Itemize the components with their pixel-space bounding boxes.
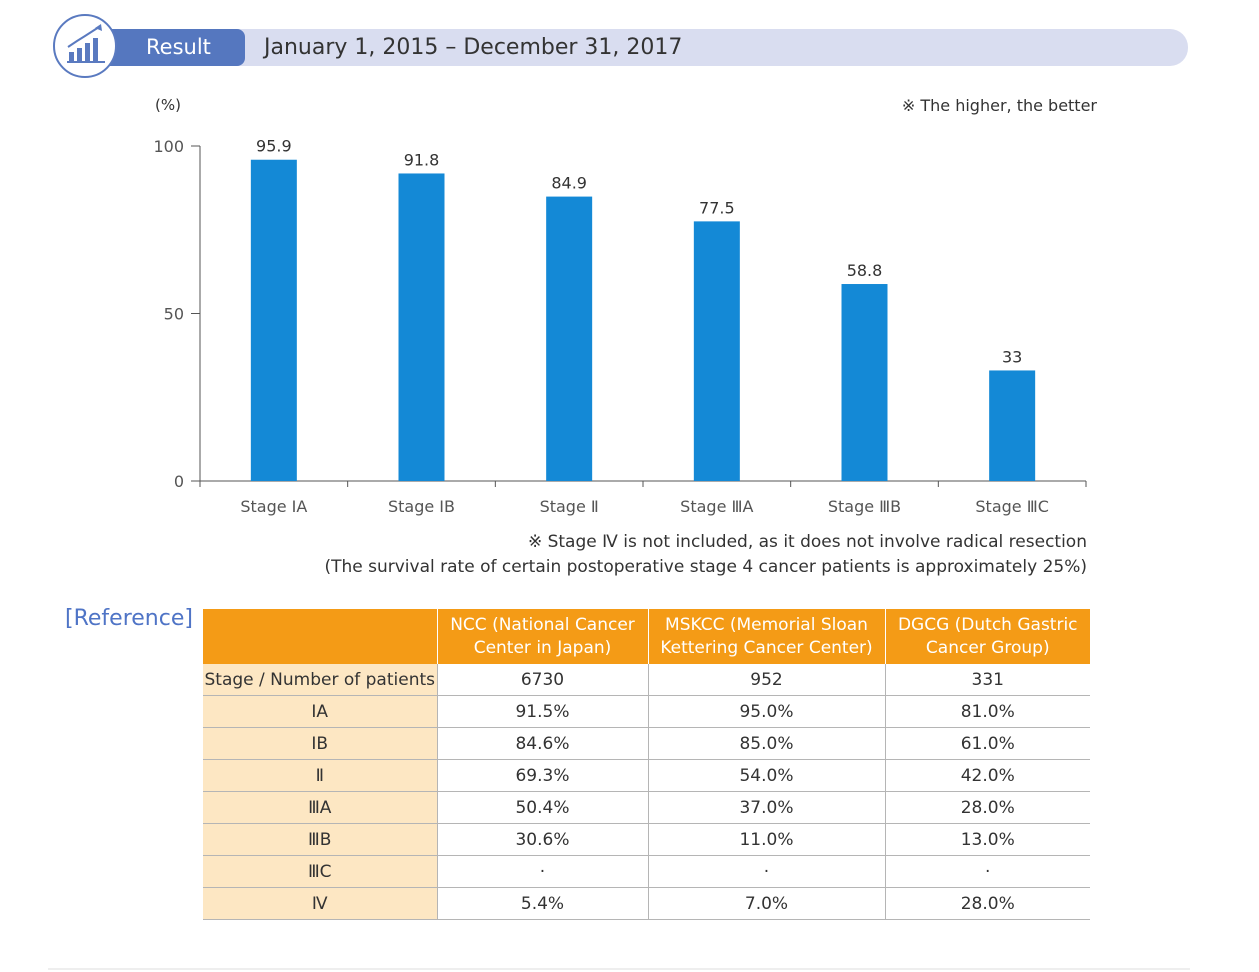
stage-cell: ⅠB xyxy=(203,727,438,760)
mskcc-cell: 54.0% xyxy=(648,759,886,792)
footnote-survival: (The survival rate of certain postoperat… xyxy=(324,557,1087,577)
x-tick-label: Stage ⅠB xyxy=(388,497,455,516)
table-row: Stage / Number of patients 6730 952 331 xyxy=(203,664,1090,696)
y-tick-label: 0 xyxy=(174,472,184,491)
period-text: January 1, 2015 – December 31, 2017 xyxy=(264,35,683,60)
dgcg-cell: 42.0% xyxy=(885,759,1090,792)
dgcg-cell: 61.0% xyxy=(885,727,1090,760)
stage-cell: Ⅳ xyxy=(203,887,438,920)
x-tick-label: Stage Ⅱ xyxy=(540,497,599,516)
footnote-stage4: ※ Stage Ⅳ is not included, as it does no… xyxy=(527,532,1087,552)
ncc-cell: 91.5% xyxy=(437,695,649,728)
ncc-cell: 69.3% xyxy=(437,759,649,792)
header-cell-dgcg: DGCG (Dutch Gastric Cancer Group) xyxy=(885,609,1090,664)
mskcc-cell: 7.0% xyxy=(648,887,886,920)
table-row: Ⅱ 69.3% 54.0% 42.0% xyxy=(203,759,1090,792)
x-tick-label: Stage ⅢB xyxy=(828,497,901,516)
bar xyxy=(250,159,297,482)
table-row: ⅢB 30.6% 11.0% 13.0% xyxy=(203,823,1090,856)
ncc-cell: 84.6% xyxy=(437,727,649,760)
dgcg-cell: 13.0% xyxy=(885,823,1090,856)
bar-value-label: 33 xyxy=(1002,347,1022,366)
table-row: ⅠA 91.5% 95.0% 81.0% xyxy=(203,695,1090,728)
bar xyxy=(693,221,740,481)
bar-value-label: 84.9 xyxy=(551,174,587,193)
y-axis-label: (%) xyxy=(155,96,181,114)
mskcc-cell: · xyxy=(648,855,886,888)
ncc-cell: 6730 xyxy=(437,664,649,696)
mskcc-cell: 85.0% xyxy=(648,727,886,760)
dgcg-cell: · xyxy=(885,855,1090,888)
header-cell-ncc: NCC (National Cancer Center in Japan) xyxy=(437,609,649,664)
table-row: ⅢA 50.4% 37.0% 28.0% xyxy=(203,791,1090,824)
x-tick-label: Stage ⅢC xyxy=(975,497,1049,516)
reference-title: [Reference] xyxy=(65,606,193,631)
bar-value-label: 58.8 xyxy=(847,261,883,280)
result-badge-label: Result xyxy=(146,35,211,59)
rising-chart-icon xyxy=(53,14,117,78)
bar-value-label: 91.8 xyxy=(404,150,440,169)
stage-cell: Ⅱ xyxy=(203,759,438,792)
bar xyxy=(989,370,1036,481)
y-tick-label: 50 xyxy=(164,305,184,324)
ncc-cell: 5.4% xyxy=(437,887,649,920)
stage-cell: ⅢA xyxy=(203,791,438,824)
header-bar xyxy=(84,29,1188,66)
dgcg-cell: 331 xyxy=(885,664,1090,696)
bottom-divider xyxy=(48,968,1190,970)
ncc-cell: 50.4% xyxy=(437,791,649,824)
mskcc-cell: 952 xyxy=(648,664,886,696)
stage-cell: ⅠA xyxy=(203,695,438,728)
mskcc-cell: 95.0% xyxy=(648,695,886,728)
stage-cell: ⅢC xyxy=(203,855,438,888)
table-row: ⅢC · · · xyxy=(203,855,1090,888)
bar-chart: (%) 0 50 100 95.9 Stage ⅠA 91.8 Stage ⅠB 84.9 Sta… xyxy=(153,96,1087,516)
dgcg-cell: 28.0% xyxy=(885,887,1090,920)
table-row: ⅠB 84.6% 85.0% 61.0% xyxy=(203,727,1090,760)
chart-note: ※ The higher, the better xyxy=(901,96,1097,115)
header-cell-blank xyxy=(203,609,438,664)
y-tick-label: 100 xyxy=(153,137,184,156)
header-cell-mskcc: MSKCC (Memorial Sloan Kettering Cancer C… xyxy=(648,609,886,664)
ncc-cell: 30.6% xyxy=(437,823,649,856)
mskcc-cell: 37.0% xyxy=(648,791,886,824)
table-row: Ⅳ 5.4% 7.0% 28.0% xyxy=(203,887,1090,920)
dgcg-cell: 28.0% xyxy=(885,791,1090,824)
bar xyxy=(546,196,593,481)
reference-table: NCC (National Cancer Center in Japan) MS… xyxy=(203,609,1090,920)
dgcg-cell: 81.0% xyxy=(885,695,1090,728)
bar-value-label: 77.5 xyxy=(699,198,735,217)
x-tick-label: Stage ⅢA xyxy=(680,497,753,516)
mskcc-cell: 11.0% xyxy=(648,823,886,856)
bar xyxy=(398,173,445,481)
bar-value-label: 95.9 xyxy=(256,137,292,156)
stage-cell: ⅢB xyxy=(203,823,438,856)
stage-cell: Stage / Number of patients xyxy=(203,664,438,696)
ncc-cell: · xyxy=(437,855,649,888)
x-tick-label: Stage ⅠA xyxy=(240,497,307,516)
reference-header-row: NCC (National Cancer Center in Japan) MS… xyxy=(203,609,1090,664)
bar xyxy=(841,284,888,481)
